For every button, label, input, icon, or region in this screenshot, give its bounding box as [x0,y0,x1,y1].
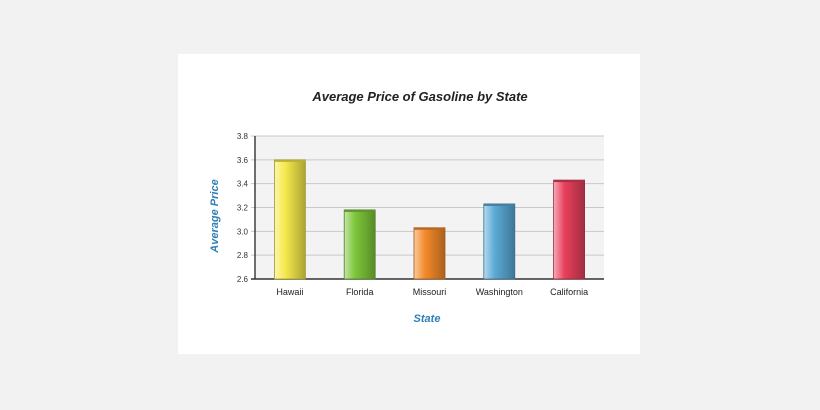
bar-top-cap [553,180,585,183]
bars [274,159,586,280]
y-tick-label: 3.2 [237,204,249,213]
bar-top-cap [483,203,515,206]
y-axis-ticks: 2.6 2.8 3.0 3.2 3.4 3.6 3.8 [237,132,249,284]
y-tick-label: 3.0 [237,227,249,236]
x-axis-labels: Hawaii Florida Missouri Washington Californi… [276,287,588,297]
y-tick-label: 2.6 [237,275,249,284]
x-tick-label: Washington [476,287,523,297]
x-tick-label: Hawaii [276,287,303,297]
x-tick-label: Missouri [413,287,447,297]
bar-california [553,179,586,280]
x-tick-label: California [550,287,588,297]
x-axis-title: State [414,313,441,325]
chart-title: Average Price of Gasoline by State [311,89,527,104]
bar-florida [343,209,376,280]
y-axis-title: Average Price [209,179,221,253]
bar-top-cap [414,227,445,230]
chart-card: Average Price of Gasoline by State 2.6 2.… [178,54,640,354]
bar-chart: Average Price of Gasoline by State 2.62.… [209,89,604,325]
y-tick-label: 3.6 [237,156,249,165]
bar-missouri [413,227,446,280]
bar-washington [483,203,516,280]
y-tick-label: 3.4 [237,180,249,189]
y-tick-label: 2.8 [237,251,249,260]
bar-hawaii [274,159,306,280]
x-tick-label: Florida [346,287,374,297]
bar-top-cap [344,209,376,212]
y-tick-label: 3.8 [237,132,249,141]
bar-top-cap [274,159,306,162]
